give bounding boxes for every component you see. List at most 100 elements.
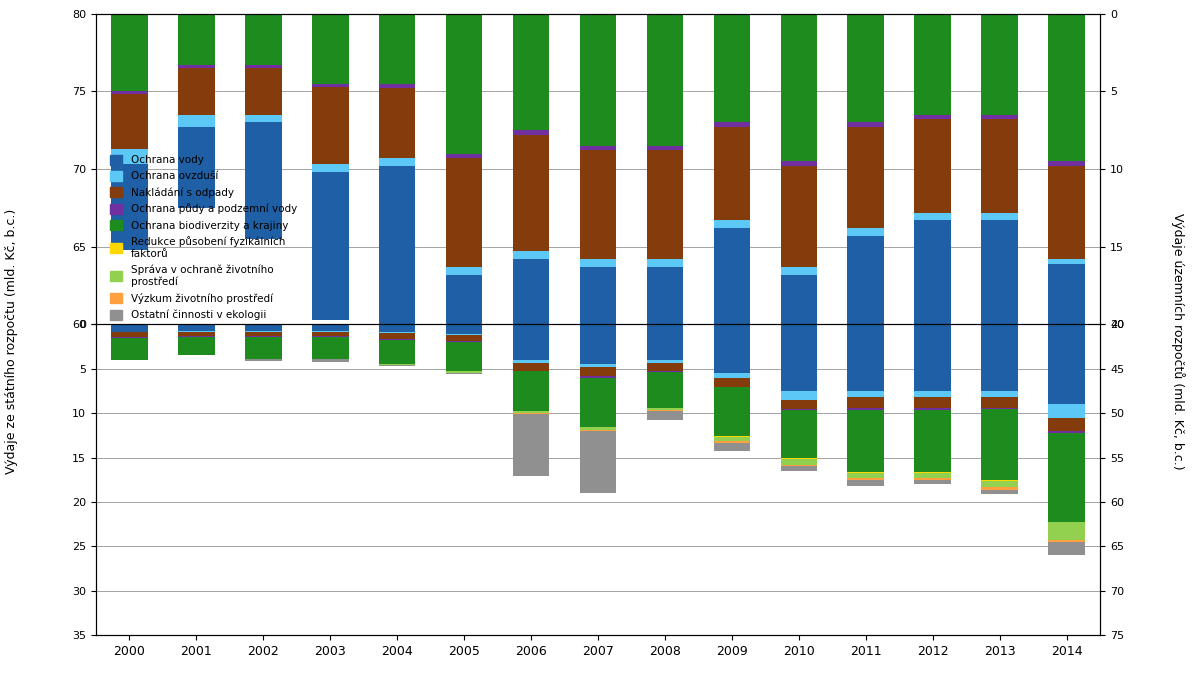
Bar: [781, 408, 817, 410]
Bar: [245, 336, 281, 337]
Bar: [111, 337, 147, 360]
Bar: [781, 466, 817, 471]
Bar: [848, 127, 884, 228]
Bar: [446, 335, 482, 342]
Bar: [848, 472, 884, 473]
Bar: [915, 115, 951, 120]
Bar: [379, 83, 415, 88]
Bar: [1049, 522, 1085, 540]
Bar: [513, 371, 549, 372]
Bar: [513, 324, 549, 360]
Bar: [982, 14, 1018, 115]
Bar: [915, 14, 951, 115]
Bar: [513, 414, 549, 476]
Bar: [446, 373, 482, 374]
Bar: [1049, 264, 1085, 380]
Bar: [245, 122, 281, 239]
Bar: [714, 14, 750, 122]
Bar: [915, 120, 951, 212]
Bar: [647, 360, 683, 363]
Bar: [245, 115, 281, 122]
Bar: [848, 410, 884, 472]
Bar: [915, 212, 951, 221]
Bar: [647, 150, 683, 259]
Bar: [982, 115, 1018, 120]
Bar: [513, 130, 549, 135]
Bar: [580, 365, 616, 367]
Bar: [245, 68, 281, 115]
Bar: [446, 158, 482, 267]
Bar: [111, 94, 147, 149]
Bar: [848, 408, 884, 410]
Bar: [781, 460, 817, 464]
Bar: [446, 154, 482, 158]
Legend: Ochrana vody, Ochrana ovzduší, Nakládání s odpady, Ochrana půdy a podzemní vody,: Ochrana vody, Ochrana ovzduší, Nakládání…: [105, 150, 301, 324]
Bar: [580, 150, 616, 259]
Bar: [647, 372, 683, 408]
Bar: [915, 479, 951, 484]
Bar: [781, 275, 817, 391]
Bar: [781, 410, 817, 458]
Bar: [1049, 540, 1085, 542]
Bar: [312, 324, 348, 331]
Bar: [111, 149, 147, 165]
Bar: [580, 378, 616, 426]
Bar: [446, 14, 482, 154]
Bar: [513, 14, 549, 130]
Bar: [1049, 542, 1085, 555]
Bar: [781, 166, 817, 267]
Bar: [714, 221, 750, 228]
Bar: [513, 360, 549, 363]
Bar: [714, 443, 750, 451]
Bar: [379, 333, 415, 339]
Bar: [245, 331, 281, 336]
Bar: [446, 342, 482, 372]
Bar: [580, 14, 616, 145]
Bar: [1049, 431, 1085, 433]
Bar: [312, 172, 348, 320]
Bar: [580, 427, 616, 430]
Bar: [848, 324, 884, 391]
Bar: [781, 14, 817, 161]
Bar: [111, 324, 147, 331]
Bar: [1049, 417, 1085, 431]
Bar: [714, 436, 750, 437]
Bar: [848, 479, 884, 486]
Bar: [178, 336, 214, 337]
Bar: [580, 430, 616, 492]
Bar: [915, 472, 951, 473]
Bar: [982, 408, 1018, 479]
Bar: [781, 161, 817, 166]
Bar: [982, 488, 1018, 490]
Bar: [848, 14, 884, 122]
Bar: [312, 359, 348, 362]
Bar: [446, 334, 482, 335]
Bar: [781, 391, 817, 400]
Bar: [1049, 324, 1085, 404]
Bar: [915, 391, 951, 398]
Bar: [178, 115, 214, 127]
Bar: [178, 324, 214, 331]
Bar: [513, 413, 549, 414]
Bar: [580, 376, 616, 378]
Bar: [312, 87, 348, 165]
Bar: [379, 324, 415, 333]
Bar: [781, 400, 817, 408]
Bar: [848, 391, 884, 398]
Bar: [312, 331, 348, 336]
Bar: [647, 411, 683, 420]
Bar: [714, 324, 750, 373]
Bar: [1049, 433, 1085, 522]
Bar: [982, 221, 1018, 352]
Bar: [647, 267, 683, 445]
Bar: [781, 464, 817, 466]
Bar: [982, 391, 1018, 398]
Bar: [513, 259, 549, 445]
Bar: [848, 398, 884, 408]
Bar: [245, 359, 281, 361]
Bar: [915, 478, 951, 479]
Bar: [379, 339, 415, 365]
Bar: [245, 14, 281, 65]
Bar: [446, 267, 482, 275]
Bar: [781, 267, 817, 275]
